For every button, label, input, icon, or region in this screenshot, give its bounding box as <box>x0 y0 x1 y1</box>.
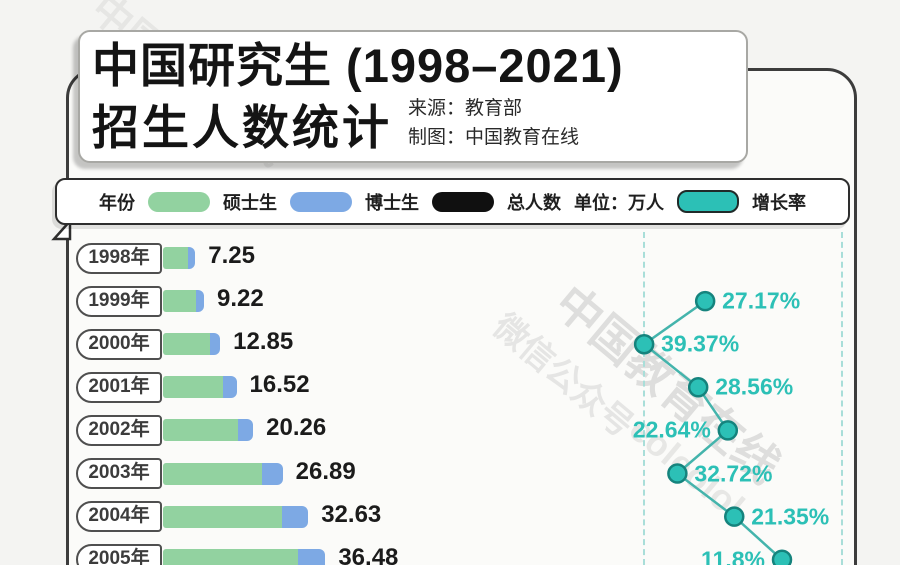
growth-point-label: 28.56% <box>715 373 794 400</box>
year-pill: 2001年 <box>76 371 162 403</box>
legend-year-label: 年份 <box>99 192 135 213</box>
legend-master-label: 硕士生 <box>223 192 277 213</box>
doctor-segment <box>237 419 254 442</box>
legend-doctor-label: 博士生 <box>365 192 419 213</box>
year-pill: 2005年 <box>76 544 162 565</box>
legend-growth-label: 增长率 <box>752 192 806 213</box>
bar-value-label: 20.26 <box>266 414 327 442</box>
legend-corner-tail <box>51 217 72 241</box>
bar-value-label: 7.25 <box>208 242 255 269</box>
doctor-segment <box>223 376 237 399</box>
doctor-segment <box>209 333 221 356</box>
growth-point-label: 21.35% <box>751 503 830 530</box>
growth-point <box>724 506 745 527</box>
growth-axis-gridline-right <box>841 232 843 565</box>
master-segment <box>163 247 189 269</box>
total-bar <box>163 333 221 356</box>
total-bar <box>163 290 205 313</box>
master-segment <box>163 548 298 565</box>
doctor-segment <box>297 548 326 565</box>
doctor-segment <box>282 505 309 528</box>
credit-text: 制图：中国教育在线 <box>408 127 580 148</box>
total-bar <box>163 247 196 269</box>
bar-value-label: 26.89 <box>295 457 356 485</box>
year-pill: 2000年 <box>76 328 162 360</box>
total-bar <box>163 548 326 565</box>
doctor-segment <box>195 290 205 313</box>
master-segment <box>163 290 196 313</box>
year-pill: 2004年 <box>76 501 162 533</box>
total-bar <box>163 376 237 399</box>
growth-point-label: 39.37% <box>661 330 740 357</box>
master-segment <box>163 376 224 399</box>
master-segment <box>163 462 263 485</box>
bar-value-label: 9.22 <box>217 285 264 313</box>
doctor-segment <box>188 247 196 269</box>
bar-value-label: 36.48 <box>338 543 399 565</box>
page-title-line1: 中国研究生 (1998–2021) <box>92 39 624 92</box>
total-bar <box>163 505 309 528</box>
master-segment <box>163 419 238 442</box>
year-pill: 2003年 <box>76 458 162 489</box>
growth-point-label: 11.8% <box>701 546 765 565</box>
growth-point-label: 32.72% <box>694 460 773 486</box>
total-bar <box>163 419 254 442</box>
year-pill: 1999年 <box>76 285 162 317</box>
source-text: 来源：教育部 <box>408 98 523 119</box>
growth-point-label: 27.17% <box>722 287 801 314</box>
legend-total-label: 总人数 <box>507 192 561 213</box>
growth-point <box>717 420 739 441</box>
bar-value-label: 16.52 <box>249 371 310 399</box>
growth-point <box>633 333 655 355</box>
legend-bar: 年份 硕士生 博士生 总人数 单位：万人 增长率 <box>55 178 850 225</box>
doctor-segment <box>262 462 283 485</box>
growth-point <box>694 290 716 312</box>
growth-point-label: 22.64% <box>632 416 711 443</box>
title-box: 中国研究生 (1998–2021) 招生人数统计 来源：教育部 制图：中国教育在… <box>78 30 748 163</box>
year-pill: 1998年 <box>76 242 162 274</box>
master-segment <box>163 333 210 356</box>
legend-growth-swatch <box>677 190 739 213</box>
total-bar <box>163 462 283 485</box>
legend-doctor-swatch <box>290 191 352 212</box>
legend-total-swatch <box>432 191 494 212</box>
legend-master-swatch <box>148 191 210 212</box>
growth-point <box>687 377 709 398</box>
year-pill: 2002年 <box>76 414 162 446</box>
growth-point <box>667 463 688 484</box>
master-segment <box>163 505 283 528</box>
legend-unit-label: 单位：万人 <box>574 192 664 213</box>
bar-value-label: 32.63 <box>321 500 382 528</box>
growth-axis-gridline-left <box>643 232 645 565</box>
source-block: 来源：教育部 制图：中国教育在线 <box>408 94 579 157</box>
bar-value-label: 12.85 <box>233 328 294 356</box>
growth-point <box>771 549 793 565</box>
page-title-line2: 招生人数统计 <box>92 101 392 154</box>
